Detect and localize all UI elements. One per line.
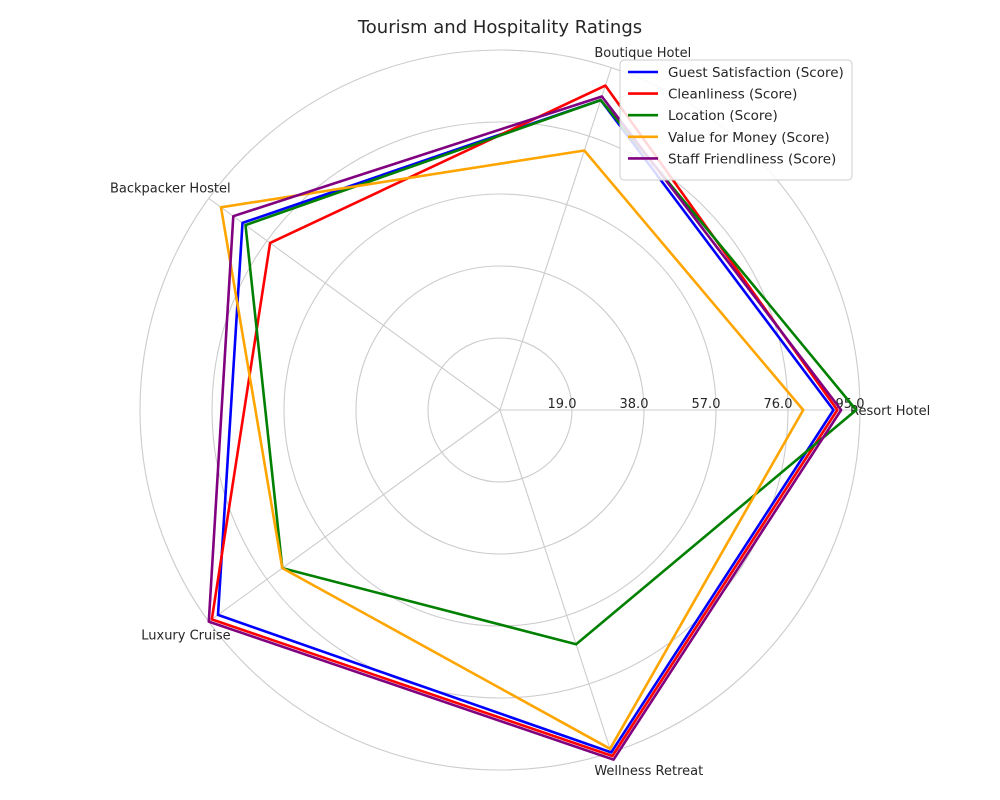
legend-box [619,59,853,181]
legend-entry: Cleanliness (Score) [668,87,797,103]
radial-tick-label: 76.0 [764,397,793,412]
series-line-1 [216,98,835,754]
grid-spoke [208,197,501,411]
radial-tick-label: 38.0 [620,397,649,412]
chart-title: Tourism and Hospitality Ratings [357,17,642,38]
grid-spoke [499,67,612,411]
series-line-4 [219,149,805,751]
series-lines [207,84,858,761]
category-label: Luxury Cruise [141,629,230,644]
category-label: Boutique Hotel [594,46,691,61]
legend-entry: Guest Satisfaction (Score) [668,65,844,81]
legend-entry: Staff Friendliness (Score) [668,151,836,167]
category-labels: Resort Hotel Boutique Hotel Backpacker Hos… [110,46,930,779]
radial-tick-label: 19.0 [548,397,577,412]
grid-spoke [208,409,501,623]
legend-entry: Value for Money (Score) [668,130,830,146]
radial-tick-labels: 19.0 38.0 57.0 76.0 95.0 [548,397,865,412]
category-label: Resort Hotel [850,404,930,419]
legend: Guest Satisfaction (Score) Cleanliness (S… [619,59,853,181]
radial-tick-label: 57.0 [692,397,721,412]
grid-spoke [499,409,612,753]
legend-entry: Location (Score) [668,108,778,124]
category-label: Backpacker Hostel [110,181,231,196]
radar-grid [139,49,861,771]
category-label: Wellness Retreat [594,764,703,779]
